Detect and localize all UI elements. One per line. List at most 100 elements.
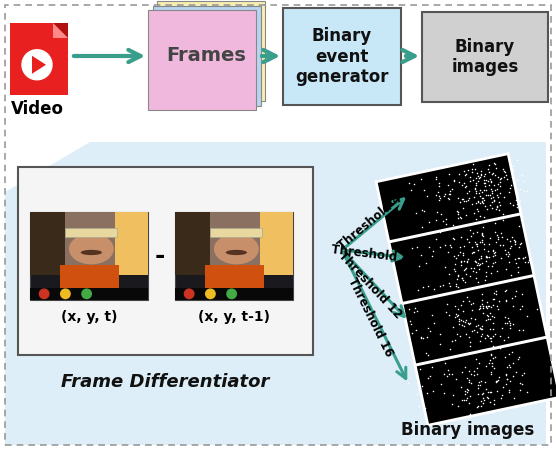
Point (502, 297, 510, 304)
Point (473, 404, 481, 411)
Point (476, 324, 485, 332)
Point (458, 397, 467, 404)
Point (487, 360, 496, 367)
Point (445, 312, 454, 319)
Point (456, 261, 465, 269)
Point (440, 241, 449, 248)
Point (518, 326, 527, 333)
Point (491, 331, 500, 338)
Point (454, 284, 463, 291)
Point (436, 282, 445, 289)
Point (473, 364, 481, 372)
Point (474, 247, 483, 254)
Point (485, 168, 494, 175)
Point (438, 282, 447, 289)
Point (479, 200, 488, 207)
Point (486, 338, 495, 345)
Point (503, 375, 512, 382)
Point (459, 266, 468, 274)
Point (451, 376, 460, 383)
Point (470, 165, 479, 172)
Point (486, 368, 495, 375)
Point (409, 180, 418, 187)
Point (470, 257, 479, 264)
Point (441, 263, 450, 270)
Point (470, 193, 479, 200)
Point (507, 294, 516, 302)
Point (488, 171, 497, 178)
Point (452, 254, 461, 261)
Point (461, 170, 470, 177)
Point (489, 197, 498, 204)
Point (518, 178, 527, 185)
Point (479, 180, 488, 187)
Point (505, 320, 514, 327)
Point (497, 324, 506, 331)
Point (405, 180, 414, 187)
Point (514, 355, 523, 362)
Point (446, 243, 455, 250)
Point (505, 322, 514, 329)
Text: (x, y, t): (x, y, t) (61, 310, 117, 324)
Point (509, 320, 518, 328)
Point (492, 387, 501, 394)
Point (517, 239, 526, 247)
Point (468, 168, 476, 176)
Point (436, 381, 445, 388)
Point (452, 160, 461, 167)
Text: -: - (155, 244, 165, 268)
Point (453, 271, 462, 278)
Point (500, 287, 509, 294)
Point (469, 248, 478, 256)
Point (490, 313, 499, 320)
Point (444, 270, 453, 278)
Point (476, 193, 485, 200)
Circle shape (206, 289, 215, 298)
Point (478, 224, 487, 231)
Point (507, 234, 516, 241)
Point (456, 198, 465, 206)
Point (480, 171, 489, 178)
Point (477, 230, 486, 238)
Point (510, 238, 519, 245)
Point (465, 194, 474, 202)
Point (461, 182, 470, 189)
Point (466, 380, 475, 387)
Point (459, 198, 468, 205)
Point (502, 297, 510, 305)
Point (471, 274, 480, 282)
Point (505, 388, 514, 395)
Point (505, 184, 514, 191)
Text: Video: Video (11, 100, 63, 118)
Point (469, 229, 478, 236)
Point (465, 178, 474, 185)
Point (465, 367, 474, 374)
Ellipse shape (214, 234, 259, 264)
Point (463, 235, 472, 243)
Point (503, 248, 512, 256)
Point (469, 209, 478, 216)
Point (475, 325, 484, 332)
Point (478, 231, 486, 239)
Point (478, 236, 487, 243)
Point (459, 180, 468, 187)
Point (486, 191, 495, 198)
Bar (175, 212, 220, 275)
Point (470, 184, 479, 191)
Point (418, 283, 427, 290)
Point (492, 291, 500, 298)
Point (485, 241, 494, 248)
Point (471, 356, 480, 363)
Point (479, 395, 488, 402)
Point (445, 196, 454, 203)
Text: Frame Differentiator: Frame Differentiator (61, 373, 270, 391)
Point (413, 391, 421, 398)
Point (456, 214, 465, 221)
Point (456, 316, 465, 324)
Point (479, 176, 488, 184)
Point (470, 327, 479, 334)
Point (445, 346, 454, 353)
Point (461, 390, 470, 397)
Point (496, 242, 505, 249)
Point (406, 187, 415, 194)
